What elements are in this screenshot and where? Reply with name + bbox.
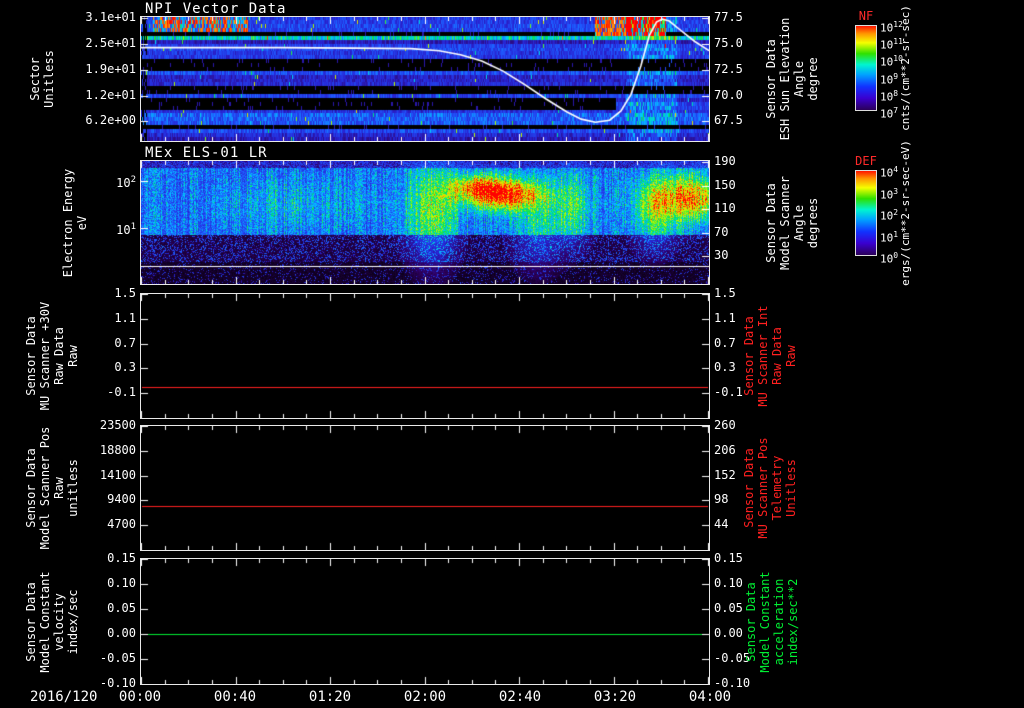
npi-left-ytick-1: 2.5e+01 (85, 35, 136, 50)
mu30v-right-axis-label-text: Sensor Data MU Scanner Int Raw Data Raw (742, 305, 798, 407)
colorbar-def-tick-0: 104 (880, 165, 899, 180)
colorbar-def-tick-1: 103 (880, 186, 899, 202)
npi-plot-canvas (141, 17, 709, 141)
els-left-ytick-1: 101 (116, 221, 136, 237)
mu30v-right-ytick-1: 1.1 (714, 310, 736, 325)
npi-left-axis-label-text: Sector Unitless (28, 50, 56, 108)
velocity-right-ytick-0: 0.15 (714, 551, 743, 565)
els-right-ytick-2: 110 (714, 201, 736, 216)
npi-right-ytick-2: 72.5 (714, 62, 743, 77)
x-tick-label-1: 00:40 (213, 689, 257, 705)
mu30v-left-ytick-3: 0.3 (114, 360, 136, 375)
velocity-right-ytick-1: 0.10 (714, 576, 743, 590)
colorbar-nf-tick-2: 1010 (880, 54, 903, 70)
els-left-axis-label-text: Electron Energy eV (61, 168, 89, 277)
colorbar-nf-tick-1: 1011 (880, 37, 903, 52)
npi-right-axis-label-text: Sensor Data ESH Sun Elevation Angle degr… (764, 17, 820, 141)
mu30v-right-ytick-0: 1.5 (714, 286, 736, 300)
npi-right-ytick-4: 67.5 (714, 113, 743, 128)
scanner-pos-left-ytick-2: 14100 (99, 467, 136, 482)
npi-left-ytick-4: 6.2e+00 (85, 113, 136, 128)
scanner-pos-right-ytick-3: 98 (714, 492, 729, 507)
panel-els (140, 160, 710, 285)
scanner-pos-right-ytick-2: 152 (714, 467, 736, 482)
scanner-pos-left-ytick-4: 4700 (107, 517, 136, 532)
colorbar-def-tick-3: 101 (880, 229, 899, 245)
velocity-left-ytick-3: 0.00 (107, 626, 136, 640)
colorbar-def-tick-4: 100 (880, 251, 899, 266)
els-left-ytick-0: 102 (116, 174, 136, 190)
velocity-plot-canvas (141, 559, 709, 684)
date-label: 2016/120 (30, 689, 98, 705)
mu30v-left-ytick-2: 0.7 (114, 335, 136, 350)
scanner-pos-left-ytick-3: 9400 (107, 492, 136, 507)
velocity-left-ytick-2: 0.05 (107, 601, 136, 615)
velocity-left-ytick-5: -0.10 (99, 676, 136, 690)
panel-npi (140, 16, 710, 142)
colorbar-nf-tick-3: 109 (880, 71, 899, 87)
scanner-pos-right-ytick-1: 206 (714, 442, 736, 457)
npi-left-ytick-2: 1.9e+01 (85, 62, 136, 77)
colorbar-unit-def-text: ergs/(cm**2-sr-sec-eV) (899, 140, 912, 286)
mu30v-left-ytick-1: 1.1 (114, 310, 136, 325)
colorbar-def (855, 170, 877, 256)
els-right-ytick-3: 70 (714, 224, 729, 239)
colorbar-nf-tick-4: 108 (880, 88, 899, 104)
mu30v-left-ytick-0: 1.5 (114, 286, 136, 300)
panel-scanner-pos (140, 425, 710, 551)
panel-velocity (140, 558, 710, 685)
colorbar-nf-tick-5: 107 (880, 106, 899, 121)
x-tick-label-6: 04:00 (688, 689, 732, 705)
mu30v-right-ytick-3: 0.3 (714, 360, 736, 375)
velocity-left-ytick-4: -0.05 (99, 651, 136, 665)
x-tick-label-5: 03:20 (593, 689, 637, 705)
scanner-pos-left-ytick-1: 18800 (99, 442, 136, 457)
colorbar-def-tick-2: 102 (880, 208, 899, 223)
mu30v-left-ytick-4: -0.1 (107, 385, 136, 400)
colorbar-title-def: DEF (855, 154, 877, 168)
npi-left-ytick-3: 1.2e+01 (85, 87, 136, 102)
scanner-pos-plot-canvas (141, 426, 709, 550)
mu30v-right-ytick-4: -0.1 (714, 385, 743, 400)
mu30v-plot-canvas (141, 294, 709, 418)
scanner-pos-right-axis-label-text: Sensor Data MU Scanner Pos Telemetry Uni… (742, 437, 798, 539)
colorbar-title-nf: NF (858, 9, 874, 23)
npi-left-ytick-0: 3.1e+01 (85, 9, 136, 24)
x-tick-label-0: 00:00 (118, 689, 162, 705)
x-tick-label-2: 01:20 (308, 689, 352, 705)
mu30v-right-ytick-2: 0.7 (714, 335, 736, 350)
colorbar-nf (855, 25, 877, 111)
plot-title-npi: NPI Vector Data (145, 1, 287, 17)
scanner-pos-right-ytick-0: 260 (714, 418, 736, 432)
velocity-left-ytick-0: 0.15 (107, 551, 136, 565)
els-plot-canvas (141, 161, 709, 284)
x-tick-label-4: 02:40 (498, 689, 542, 705)
velocity-left-axis-label-text: Sensor Data Model Constant velocity inde… (24, 570, 80, 673)
npi-right-ytick-0: 77.5 (714, 9, 743, 24)
velocity-right-ytick-4: -0.05 (714, 651, 751, 665)
npi-right-ytick-3: 70.0 (714, 87, 743, 102)
mu30v-left-axis-label-text: Sensor Data MU Scanner +30V Raw Data Raw (24, 301, 80, 411)
velocity-right-axis-label-text: Sensor Data Model Constant acceleration … (744, 570, 800, 673)
x-tick-label-3: 02:00 (403, 689, 447, 705)
colorbar-nf-tick-0: 1012 (880, 20, 903, 35)
colorbar-unit-nf-text: cnts/(cm**2-sr-sec) (899, 5, 912, 131)
els-right-ytick-1: 150 (714, 177, 736, 192)
scanner-pos-left-ytick-0: 23500 (99, 418, 136, 432)
velocity-left-ytick-1: 0.10 (107, 576, 136, 590)
els-right-ytick-0: 190 (714, 153, 736, 168)
scanner-pos-left-axis-label-text: Sensor Data Model Scanner Pos Raw unitle… (24, 426, 80, 550)
velocity-right-ytick-5: -0.10 (714, 676, 751, 690)
velocity-right-ytick-2: 0.05 (714, 601, 743, 615)
npi-right-ytick-1: 75.0 (714, 35, 743, 50)
scanner-pos-right-ytick-4: 44 (714, 517, 729, 532)
els-right-ytick-4: 30 (714, 248, 729, 263)
panel-mu30v (140, 293, 710, 419)
velocity-right-ytick-3: 0.00 (714, 626, 743, 640)
plot-title-els: MEx ELS-01 LR (145, 145, 268, 161)
els-right-axis-label-text: Sensor Data Model Scanner Angle degrees (764, 175, 820, 270)
